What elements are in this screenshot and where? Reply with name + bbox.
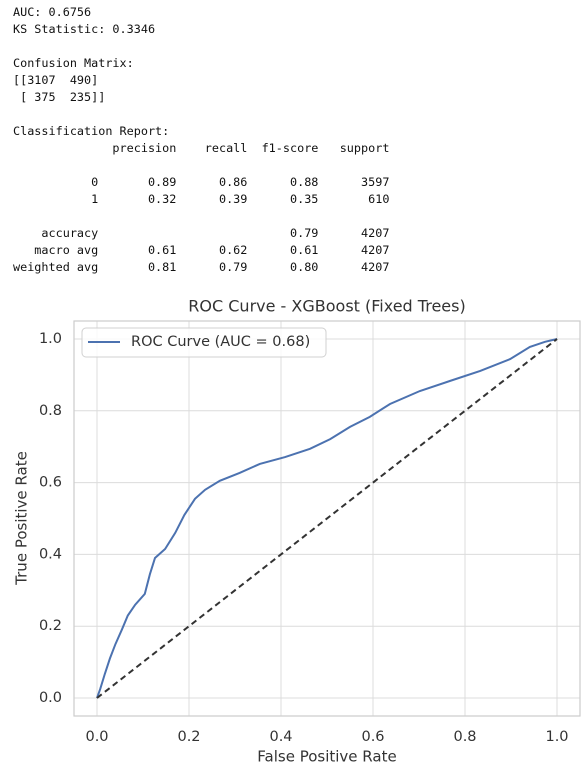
y-tick-label: 0.2	[39, 618, 62, 634]
x-tick-label: 1.0	[545, 729, 568, 745]
x-tick-label: 0.8	[453, 729, 476, 745]
output-line: [ 375 235]]	[13, 90, 106, 104]
plot-frame	[73, 320, 581, 717]
output-line: AUC: 0.6756	[13, 5, 92, 19]
output-block: Classification Report: precision recall …	[13, 123, 389, 157]
output-line: 1 0.32 0.39 0.35 610	[13, 192, 390, 206]
output-block: Confusion Matrix: [[3107 490] [ 375 235]]	[13, 55, 389, 106]
legend-box	[81, 327, 327, 358]
x-tick-label: 0.0	[85, 729, 108, 745]
chart-title: ROC Curve - XGBoost (Fixed Trees)	[188, 297, 465, 316]
y-tick-label: 1.0	[39, 331, 62, 347]
y-tick-label: 0.4	[39, 546, 62, 562]
output-line: KS Statistic: 0.3346	[13, 22, 156, 36]
output-block: AUC: 0.6756 KS Statistic: 0.3346	[13, 4, 389, 38]
output-line: weighted avg 0.81 0.79 0.80 4207	[13, 260, 390, 274]
output-line: Confusion Matrix:	[13, 56, 134, 70]
output-line: [[3107 490]	[13, 73, 99, 87]
y-tick-label: 0.6	[39, 475, 62, 491]
y-tick-label: 0.8	[39, 403, 62, 419]
output-block: 0 0.89 0.86 0.88 3597 1 0.32 0.39 0.35 6…	[13, 174, 389, 208]
output-line: precision recall f1-score support	[13, 141, 390, 155]
output-line: 0 0.89 0.86 0.88 3597	[13, 175, 390, 189]
output-block: accuracy 0.79 4207 macro avg 0.61 0.62 0…	[13, 225, 389, 276]
output-line: macro avg 0.61 0.62 0.61 4207	[13, 243, 390, 257]
x-tick-label: 0.4	[269, 729, 292, 745]
x-tick-label: 0.6	[361, 729, 384, 745]
line	[96, 338, 558, 699]
y-tick-label: 0.0	[39, 690, 62, 706]
legend-label: ROC Curve (AUC = 0.68)	[131, 334, 310, 350]
output-line: Classification Report:	[13, 124, 170, 138]
output-line: accuracy 0.79 4207	[13, 226, 390, 240]
y-axis-label: True Positive Rate	[13, 451, 31, 586]
x-tick-label: 0.2	[177, 729, 200, 745]
x-axis-label: False Positive Rate	[257, 748, 396, 766]
text-output: AUC: 0.6756 KS Statistic: 0.3346 Confusion…	[13, 4, 389, 293]
line	[96, 338, 558, 699]
